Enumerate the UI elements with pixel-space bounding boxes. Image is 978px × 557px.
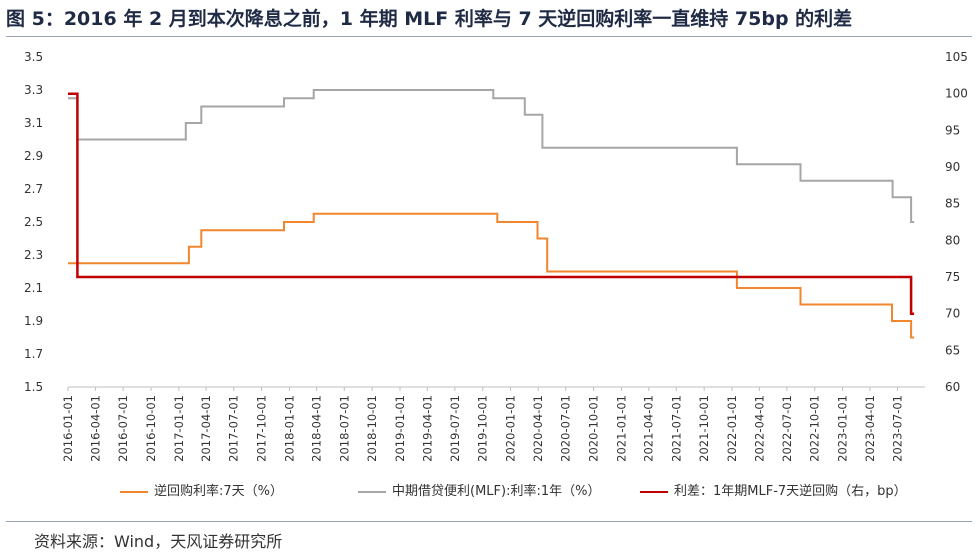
x-tick-label: 2021-01-01: [614, 395, 628, 462]
legend-label-spread: 利差：1年期MLF-7天逆回购（右，bp）: [674, 484, 907, 499]
x-tick-label: 2021-10-01: [697, 395, 711, 462]
series-reverse-repo-line: [68, 212, 915, 339]
legend-swatch-mlf: [358, 490, 386, 493]
x-tick-label: 2023-07-01: [890, 395, 904, 462]
x-tick-label: 2019-01-01: [393, 395, 407, 462]
y-left-tick-label: 2.5: [24, 215, 43, 229]
y-left-tick-label: 1.7: [24, 347, 43, 361]
x-tick-label: 2018-10-01: [365, 395, 379, 462]
x-tick-label: 2020-01-01: [504, 395, 518, 462]
source-divider: [6, 521, 972, 522]
x-tick-label: 2016-04-01: [89, 395, 103, 462]
y-left-tick-label: 1.9: [24, 314, 43, 328]
x-tick-label: 2022-07-01: [780, 395, 794, 462]
x-tick-label: 2020-04-01: [531, 395, 545, 462]
x-tick-label: 2021-04-01: [642, 395, 656, 462]
x-tick-label: 2020-10-01: [587, 395, 601, 462]
x-tick-label: 2017-04-01: [199, 395, 213, 462]
legend-swatch-reverse-repo: [120, 490, 148, 493]
x-tick-label: 2023-01-01: [836, 395, 850, 462]
x-tick-label: 2023-04-01: [863, 395, 877, 462]
y-right-tick-label: 85: [945, 197, 960, 211]
x-tick-label: 2018-07-01: [337, 395, 351, 462]
x-tick-label: 2021-07-01: [669, 395, 683, 462]
y-left-tick-label: 2.7: [24, 182, 43, 196]
legend-item-reverse-repo: 逆回购利率:7天（%）: [120, 480, 283, 499]
x-tick-label: 2022-04-01: [752, 395, 766, 462]
title-divider: [6, 36, 972, 37]
x-tick-label: 2018-04-01: [310, 395, 324, 462]
x-tick-label: 2016-01-01: [61, 395, 75, 462]
y-left-tick-label: 3.1: [24, 116, 43, 130]
series-mlf-line: [68, 89, 915, 223]
y-right-tick-label: 100: [945, 87, 968, 101]
y-right-tick-label: 65: [945, 343, 960, 357]
y-right-tick-label: 75: [945, 270, 960, 284]
x-tick-label: 2022-10-01: [808, 395, 822, 462]
x-tick-label: 2018-01-01: [282, 395, 296, 462]
x-tick-label: 2017-07-01: [227, 395, 241, 462]
x-tick-label: 2016-10-01: [144, 395, 158, 462]
x-tick-label: 2016-07-01: [116, 395, 130, 462]
source-note: 资料来源：Wind，天风证券研究所: [34, 532, 283, 551]
x-tick-label: 2019-04-01: [420, 395, 434, 462]
chart-title: 图 5：2016 年 2 月到本次降息之前，1 年期 MLF 利率与 7 天逆回…: [6, 8, 853, 30]
y-right-tick-label: 80: [945, 233, 960, 247]
y-left-tick-label: 1.5: [24, 380, 43, 394]
x-tick-label: 2020-07-01: [559, 395, 573, 462]
y-left-tick-label: 3.3: [24, 83, 43, 97]
x-tick-label: 2019-10-01: [476, 395, 490, 462]
y-left-tick-label: 2.3: [24, 248, 43, 262]
y-right-tick-label: 90: [945, 160, 960, 174]
x-tick-label: 2022-01-01: [725, 395, 739, 462]
x-tick-label: 2017-10-01: [255, 395, 269, 462]
series-spread-line: [68, 92, 915, 315]
legend-label-mlf: 中期借贷便利(MLF):利率:1年（%）: [392, 484, 601, 499]
x-tick-label: 2017-01-01: [172, 395, 186, 462]
y-left-tick-label: 2.9: [24, 149, 43, 163]
legend-item-mlf: 中期借贷便利(MLF):利率:1年（%）: [358, 480, 600, 499]
y-left-tick-label: 2.1: [24, 281, 43, 295]
legend-label-reverse-repo: 逆回购利率:7天（%）: [154, 484, 284, 499]
y-right-tick-label: 70: [945, 307, 960, 321]
legend-swatch-spread: [640, 490, 668, 493]
x-tick-label: 2019-07-01: [448, 395, 462, 462]
y-right-tick-label: 60: [945, 380, 960, 394]
y-left-tick-label: 3.5: [24, 50, 43, 64]
y-right-tick-label: 105: [945, 50, 968, 64]
y-right-tick-label: 95: [945, 123, 960, 137]
legend-item-spread: 利差：1年期MLF-7天逆回购（右，bp）: [640, 480, 907, 499]
